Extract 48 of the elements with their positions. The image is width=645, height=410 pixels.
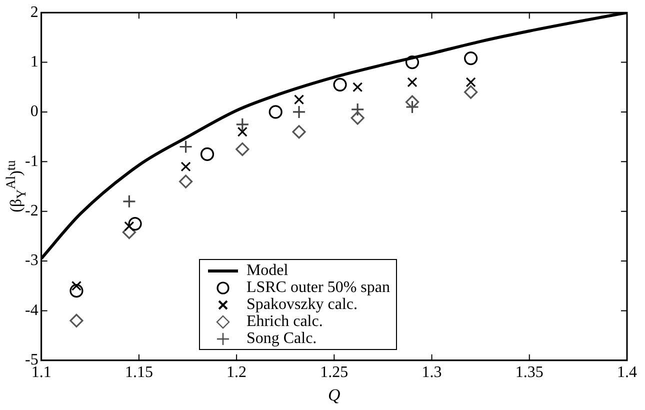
y-tick-label: -2 [25, 202, 38, 220]
y-tick-label: 1 [30, 53, 38, 70]
y-tick-label: -1 [25, 152, 38, 170]
x-tick-label: 1.15 [124, 364, 153, 382]
legend-label: Song Calc. [246, 330, 317, 348]
legend-label: Model [246, 262, 288, 280]
x-axis-title: Q [328, 385, 340, 404]
point [236, 118, 250, 132]
x-tick-label: 1.2 [226, 364, 247, 382]
point [122, 194, 136, 208]
x-tick-label: 1.25 [320, 364, 348, 382]
point [294, 94, 304, 105]
point [407, 77, 418, 88]
point [70, 314, 84, 328]
x-tick-label: 1.1 [31, 364, 52, 382]
point [128, 216, 142, 231]
point [292, 105, 306, 119]
y-tick-label: -3 [25, 252, 38, 270]
point [464, 52, 478, 66]
y-tick-label: -4 [25, 302, 38, 319]
point [178, 174, 193, 188]
legend-label: Ehrich calc. [246, 313, 323, 330]
legend-label: Spakovszky calc. [246, 296, 358, 314]
point [350, 111, 364, 125]
point [236, 142, 250, 156]
legend-label: LSRC outer 50% span [246, 279, 390, 296]
point [180, 162, 191, 172]
point [124, 221, 134, 232]
point [350, 102, 364, 116]
point [237, 126, 248, 137]
y-tick-label: 2 [30, 4, 38, 21]
x-tick-label: 1.3 [422, 364, 442, 382]
point [292, 125, 306, 139]
x-tick-label: 1.4 [617, 364, 637, 382]
point [466, 77, 476, 88]
point [352, 82, 363, 92]
point [70, 284, 84, 298]
point [71, 280, 82, 291]
point [405, 100, 420, 114]
y-tick-label: 0 [30, 103, 38, 120]
point [268, 105, 282, 119]
point [178, 140, 193, 154]
x-tick-label: 1.35 [515, 364, 544, 382]
point [464, 85, 478, 99]
point [405, 55, 420, 70]
point [405, 95, 420, 109]
point [200, 147, 214, 162]
point [333, 78, 347, 92]
